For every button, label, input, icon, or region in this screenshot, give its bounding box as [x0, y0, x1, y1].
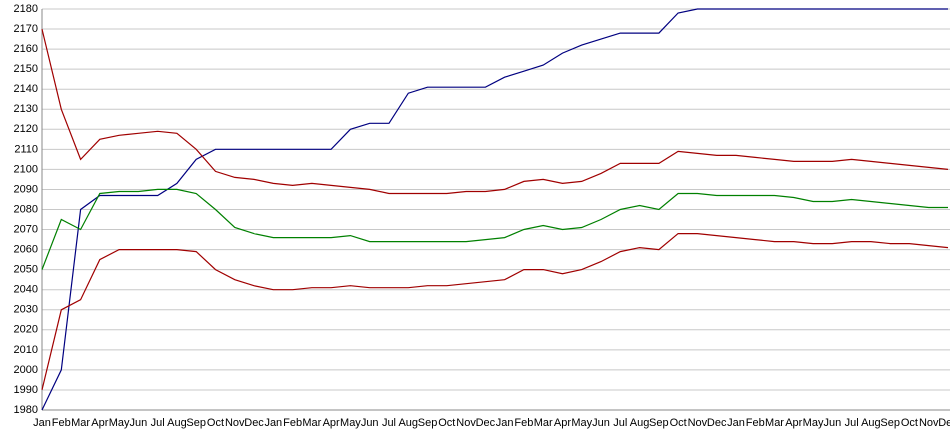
series-line — [41, 233, 949, 391]
y-tick-label: 2080 — [14, 203, 38, 215]
x-tick-label: Nov — [919, 417, 939, 429]
y-tick-label: 2100 — [14, 163, 38, 175]
x-tick-label: May — [340, 417, 361, 429]
x-tick-label: Apr — [91, 417, 108, 429]
y-tick-label: 2120 — [14, 123, 38, 135]
y-tick-label: 2110 — [14, 143, 38, 155]
x-tick-label: Oct — [207, 417, 224, 429]
y-tick-label: 2170 — [14, 23, 38, 35]
y-tick-label: 2040 — [14, 284, 38, 296]
x-tick-label: Feb — [283, 417, 302, 429]
x-tick-label: May — [803, 417, 824, 429]
series-line — [41, 28, 949, 195]
x-tick-label: Jan — [496, 417, 514, 429]
y-tick-label: 2020 — [14, 324, 38, 336]
x-tick-label: Sep — [418, 417, 438, 429]
x-tick-label: Mar — [71, 417, 90, 429]
x-tick-label: Aug — [167, 417, 187, 429]
x-tick-label: Aug — [398, 417, 418, 429]
x-tick-label: Aug — [630, 417, 650, 429]
series-line — [41, 188, 948, 270]
x-tick-label: May — [571, 417, 592, 429]
x-tick-label: Jun — [361, 417, 379, 429]
x-tick-label: Feb — [514, 417, 533, 429]
x-tick-label: Apr — [554, 417, 571, 429]
y-tick-label: 2000 — [14, 364, 38, 376]
x-tick-label: Aug — [861, 417, 881, 429]
x-tick-label: Jan — [727, 417, 745, 429]
y-tick-label: 1980 — [14, 404, 38, 416]
x-tick-label: Jun — [592, 417, 610, 429]
x-tick-label: Mar — [534, 417, 553, 429]
x-tick-label: Nov — [456, 417, 476, 429]
x-tick-label: May — [109, 417, 130, 429]
x-tick-label: Dec — [244, 417, 264, 429]
y-tick-label: 2090 — [14, 183, 38, 195]
x-tick-label: Dec — [938, 417, 950, 429]
x-tick-label: Sep — [186, 417, 206, 429]
x-tick-label: Nov — [225, 417, 245, 429]
y-tick-label: 2140 — [14, 83, 38, 95]
x-tick-label: Jul — [613, 417, 627, 429]
y-tick-label: 1990 — [14, 384, 38, 396]
series-line — [41, 8, 948, 411]
x-tick-label: Mar — [765, 417, 784, 429]
y-tick-label: 2180 — [14, 3, 38, 15]
y-tick-label: 2070 — [14, 223, 38, 235]
x-tick-label: Sep — [649, 417, 669, 429]
x-tick-label: Jul — [382, 417, 396, 429]
y-tick-label: 2160 — [14, 43, 38, 55]
x-tick-label: Jan — [264, 417, 282, 429]
x-tick-label: Jun — [130, 417, 148, 429]
x-tick-label: Oct — [438, 417, 455, 429]
x-tick-label: Apr — [785, 417, 802, 429]
y-tick-label: 2150 — [14, 63, 38, 75]
y-tick-label: 2030 — [14, 304, 38, 316]
x-tick-label: Apr — [323, 417, 340, 429]
x-tick-label: Dec — [707, 417, 727, 429]
x-tick-label: Jun — [823, 417, 841, 429]
y-tick-label: 2060 — [14, 244, 38, 256]
x-tick-label: Nov — [688, 417, 708, 429]
y-tick-label: 2050 — [14, 264, 38, 276]
x-tick-label: Mar — [302, 417, 321, 429]
x-tick-label: Dec — [476, 417, 496, 429]
x-tick-label: Jan — [33, 417, 51, 429]
y-tick-label: 2010 — [14, 344, 38, 356]
x-tick-label: Sep — [880, 417, 900, 429]
x-tick-label: Oct — [901, 417, 918, 429]
x-tick-label: Feb — [52, 417, 71, 429]
y-tick-label: 2130 — [14, 103, 38, 115]
x-tick-label: Feb — [746, 417, 765, 429]
x-tick-label: Jul — [151, 417, 165, 429]
x-tick-label: Oct — [670, 417, 687, 429]
x-tick-label: Jul — [845, 417, 859, 429]
